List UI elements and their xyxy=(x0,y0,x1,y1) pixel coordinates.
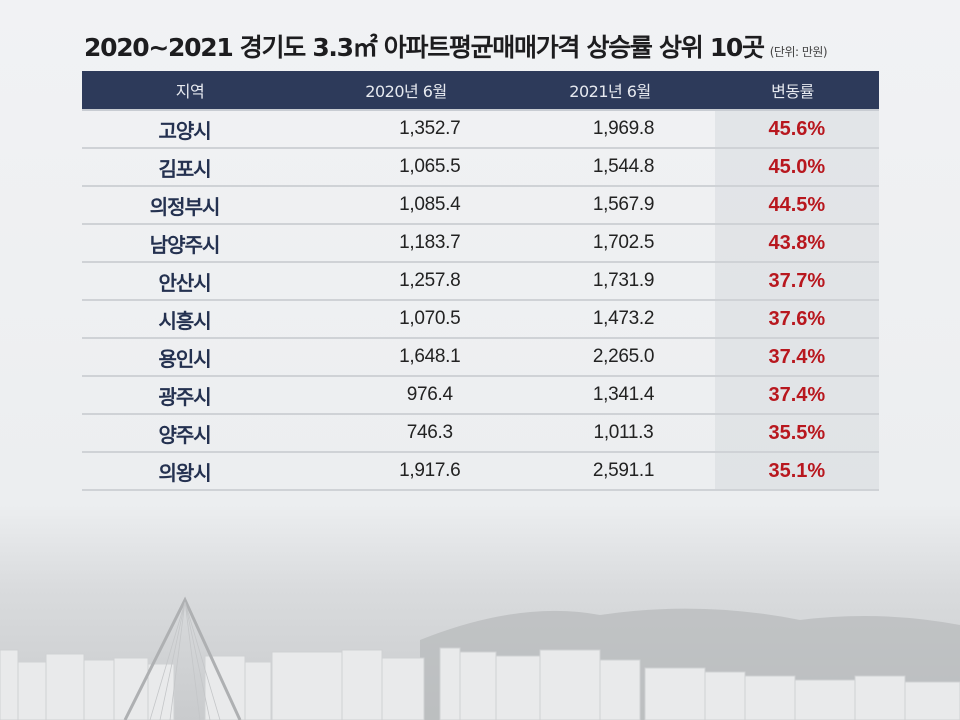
title-unit: (단위: 만원) xyxy=(769,45,828,59)
cell-2020: 976.4 xyxy=(406,384,453,405)
table-header: 지역 2020년 6월 2021년 6월 변동률 xyxy=(82,71,879,111)
table-row: 광주시 976.4 1,341.4 37.4% xyxy=(82,377,879,415)
cell-region: 의정부시 xyxy=(149,194,221,219)
cell-2021: 1,473.2 xyxy=(592,308,655,329)
table-row: 김포시 1,065.5 1,544.8 45.0% xyxy=(82,149,879,187)
cell-2020: 1,257.8 xyxy=(399,270,461,291)
cell-rate: 44.5% xyxy=(714,187,879,223)
cell-rate: 37.4% xyxy=(714,377,879,413)
cell-2020: 1,648.1 xyxy=(399,346,461,367)
cell-2020: 746.3 xyxy=(406,422,453,443)
cell-rate: 45.6% xyxy=(714,111,879,147)
cell-2020: 1,352.7 xyxy=(399,118,461,139)
table-row: 남양주시 1,183.7 1,702.5 43.8% xyxy=(82,225,879,263)
header-2021: 2021년 6월 xyxy=(569,82,651,101)
cell-2020: 1,183.7 xyxy=(399,232,461,253)
cell-region: 양주시 xyxy=(158,422,211,447)
header-rate: 변동률 xyxy=(771,82,814,101)
table-row: 안산시 1,257.8 1,731.9 37.7% xyxy=(82,263,879,301)
cell-region: 김포시 xyxy=(158,156,211,181)
chart-title: 2020~2021 경기도 3.3㎡ 아파트평균매매가격 상승률 상위 10곳 … xyxy=(84,28,828,64)
cell-rate: 37.4% xyxy=(714,339,879,375)
cell-2020: 1,070.5 xyxy=(399,308,461,329)
table-row: 의왕시 1,917.6 2,591.1 35.1% xyxy=(82,453,879,491)
cell-2021: 1,567.9 xyxy=(592,194,655,215)
table-row: 양주시 746.3 1,011.3 35.5% xyxy=(82,415,879,453)
cell-2021: 2,591.1 xyxy=(592,460,655,481)
cell-region: 시흥시 xyxy=(158,308,211,333)
cell-2020: 1,065.5 xyxy=(399,156,461,177)
cell-2021: 1,341.4 xyxy=(592,384,655,405)
cell-rate: 35.5% xyxy=(714,415,879,451)
cell-region: 안산시 xyxy=(158,270,211,295)
cell-region: 의왕시 xyxy=(158,460,211,485)
cell-region: 남양주시 xyxy=(149,232,221,257)
cell-region: 고양시 xyxy=(158,118,211,143)
cell-rate: 35.1% xyxy=(714,453,879,489)
table-row: 의정부시 1,085.4 1,567.9 44.5% xyxy=(82,187,879,225)
cell-rate: 45.0% xyxy=(714,149,879,185)
cell-rate: 43.8% xyxy=(714,225,879,261)
cell-2021: 1,702.5 xyxy=(592,232,655,253)
cell-2021: 1,011.3 xyxy=(593,422,654,443)
cell-region: 광주시 xyxy=(158,384,211,409)
cell-2021: 1,731.9 xyxy=(592,270,655,291)
table-row: 시흥시 1,070.5 1,473.2 37.6% xyxy=(82,301,879,339)
header-2020: 2020년 6월 xyxy=(365,82,447,101)
table-row: 고양시 1,352.7 1,969.8 45.6% xyxy=(82,111,879,149)
cell-2020: 1,917.6 xyxy=(399,460,461,481)
cell-rate: 37.6% xyxy=(714,301,879,337)
cell-2021: 1,969.8 xyxy=(592,118,655,139)
cell-rate: 37.7% xyxy=(714,263,879,299)
table-row: 용인시 1,648.1 2,265.0 37.4% xyxy=(82,339,879,377)
title-main: 2020~2021 경기도 3.3㎡ 아파트평균매매가격 상승률 상위 10곳 xyxy=(84,33,765,62)
table-body: 고양시 1,352.7 1,969.8 45.6% 김포시 1,065.5 1,544.8 4… xyxy=(82,111,879,491)
header-region: 지역 xyxy=(175,82,205,101)
cell-2021: 2,265.0 xyxy=(592,346,655,367)
cell-2021: 1,544.8 xyxy=(592,156,655,177)
price-table: 지역 2020년 6월 2021년 6월 변동률 고양시 1,352.7 1,969… xyxy=(82,71,879,491)
cell-region: 용인시 xyxy=(158,346,211,371)
cityscape-background xyxy=(0,596,960,720)
cell-2020: 1,085.4 xyxy=(399,194,461,215)
